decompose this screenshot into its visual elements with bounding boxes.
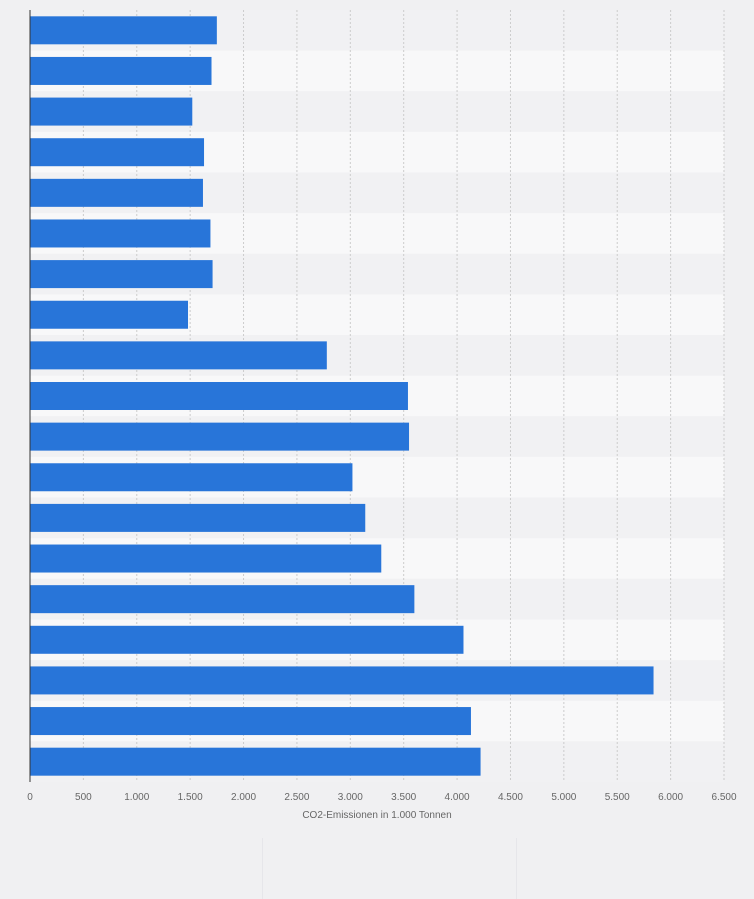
x-axis-label: CO2-Emissionen in 1.000 Tonnen [302,810,451,821]
x-tick-label: 2.000 [231,792,256,803]
bar [30,625,464,654]
bar [30,503,366,532]
bar [30,178,203,207]
x-tick-label: 4.000 [445,792,470,803]
x-tick-label: 500 [75,792,92,803]
bar [30,544,382,573]
bars [30,16,654,776]
x-tick-label: 1.000 [124,792,149,803]
bar [30,16,217,45]
x-tick-label: 2.500 [284,792,309,803]
x-tick-label: 6.000 [658,792,683,803]
x-tick-label: 0 [27,792,33,803]
bar [30,341,327,370]
footer-area [0,832,754,899]
bar [30,56,212,85]
x-tick-label: 5.000 [551,792,576,803]
footer-divider [262,838,263,899]
bar [30,747,481,776]
x-tick-label: 3.000 [338,792,363,803]
bar [30,219,211,248]
bar [30,585,415,614]
x-tick-label: 6.500 [711,792,736,803]
x-tick-label: 3.500 [391,792,416,803]
bar [30,463,353,492]
x-tick-label: 4.500 [498,792,523,803]
bar [30,260,213,289]
bar [30,300,189,329]
bar [30,422,410,451]
bar [30,382,408,410]
bar [30,138,205,167]
bar [30,666,654,695]
x-axis-ticks: 0 500 1.000 1.500 2.000 2.500 3.000 3.500 4.000 4… [27,792,737,803]
bar [30,707,471,736]
footer-divider [516,838,517,899]
x-tick-label: 1.500 [178,792,203,803]
x-tick-label: 5.500 [605,792,630,803]
bar [30,97,193,126]
